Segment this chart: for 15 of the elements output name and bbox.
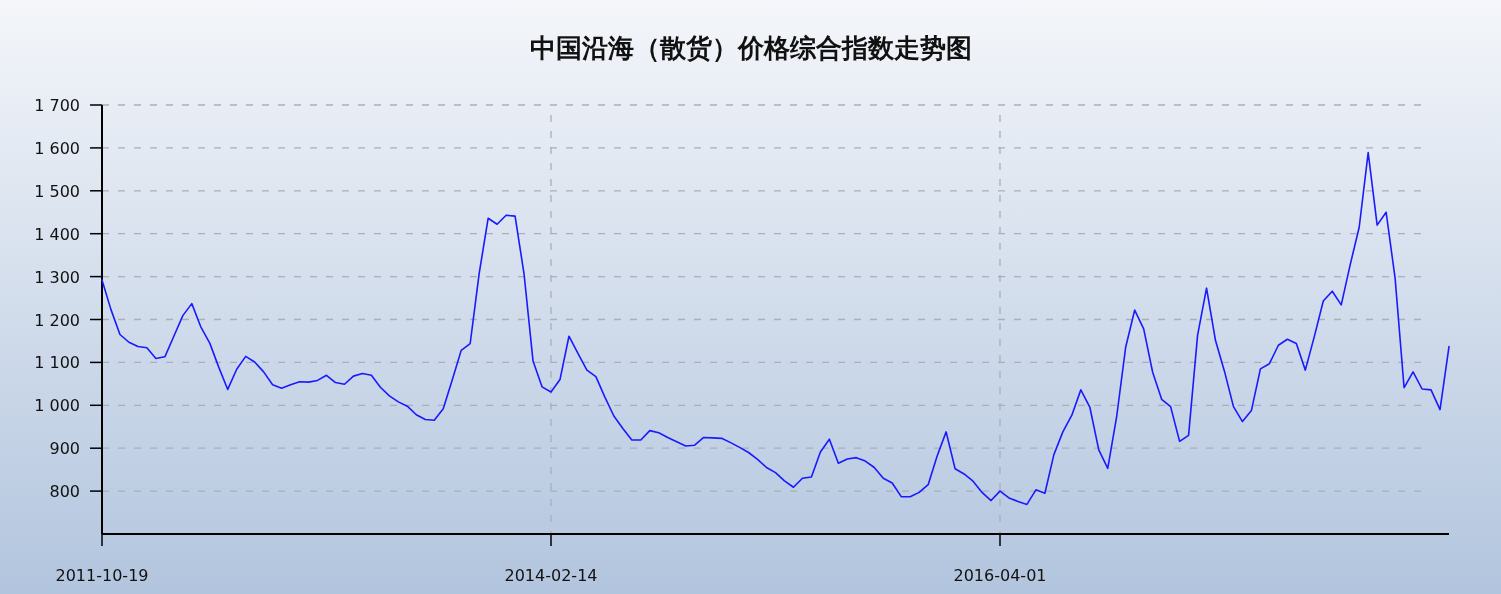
y-tick-label: 1 000 <box>34 396 80 416</box>
y-tick-label: 1 700 <box>34 96 80 115</box>
x-tick-label: 2014-02-14 <box>504 566 598 585</box>
y-tick-label: 1 600 <box>34 138 80 158</box>
y-tick-label: 900 <box>49 439 80 459</box>
y-tick-label: 1 500 <box>34 181 80 201</box>
y-tick-label: 800 <box>49 482 80 502</box>
x-tick-label: 2011-10-19 <box>55 566 149 585</box>
y-tick-label: 1 200 <box>34 310 80 330</box>
y-tick-label: 1 400 <box>34 224 80 244</box>
chart-title: 中国沿海（散货）价格综合指数走势图 <box>529 33 972 63</box>
y-tick-label: 1 100 <box>34 353 80 373</box>
y-tick-label: 1 300 <box>34 267 80 287</box>
x-tick-label: 2016-04-01 <box>953 566 1047 585</box>
line-series <box>101 151 1450 506</box>
